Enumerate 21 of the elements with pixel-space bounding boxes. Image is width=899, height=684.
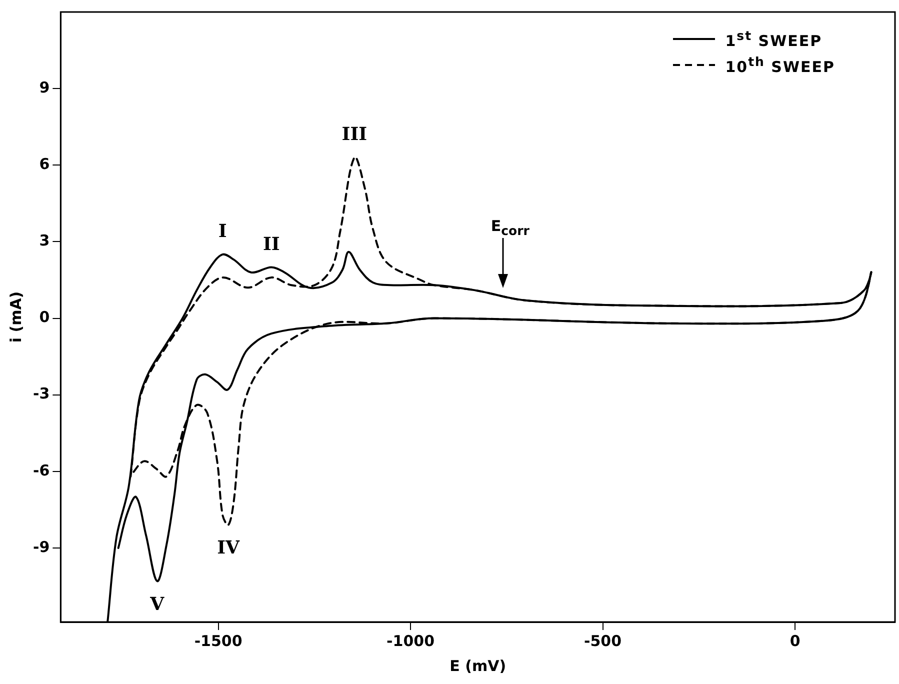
annotation: IV (217, 538, 241, 559)
x-tick-label: -500 (584, 632, 622, 650)
annotation: E$_{corr}$ (490, 216, 530, 238)
annotation: V (149, 594, 166, 615)
annotation: II (262, 234, 280, 255)
x-tick-label: -1500 (194, 632, 242, 650)
y-tick-label: -6 (32, 461, 50, 480)
x-tick-label: 0 (790, 632, 800, 650)
legend-label: 10$^{th}$ SWEEP (725, 54, 835, 76)
y-tick-label: 9 (39, 78, 50, 96)
legend-label: 1$^{st}$ SWEEP (725, 28, 822, 50)
annotation: I (218, 221, 227, 242)
y-tick-label: 6 (39, 155, 50, 174)
y-tick-label: 0 (39, 308, 50, 326)
annotation: III (342, 124, 368, 146)
y-tick-label: -3 (32, 384, 50, 403)
y-tick-label: 3 (39, 232, 50, 250)
x-tick-label: -1000 (386, 632, 435, 650)
y-axis-title: i (mA) (6, 291, 25, 343)
x-axis-title: E (mV) (450, 656, 506, 675)
y-tick-label: -9 (32, 538, 50, 556)
